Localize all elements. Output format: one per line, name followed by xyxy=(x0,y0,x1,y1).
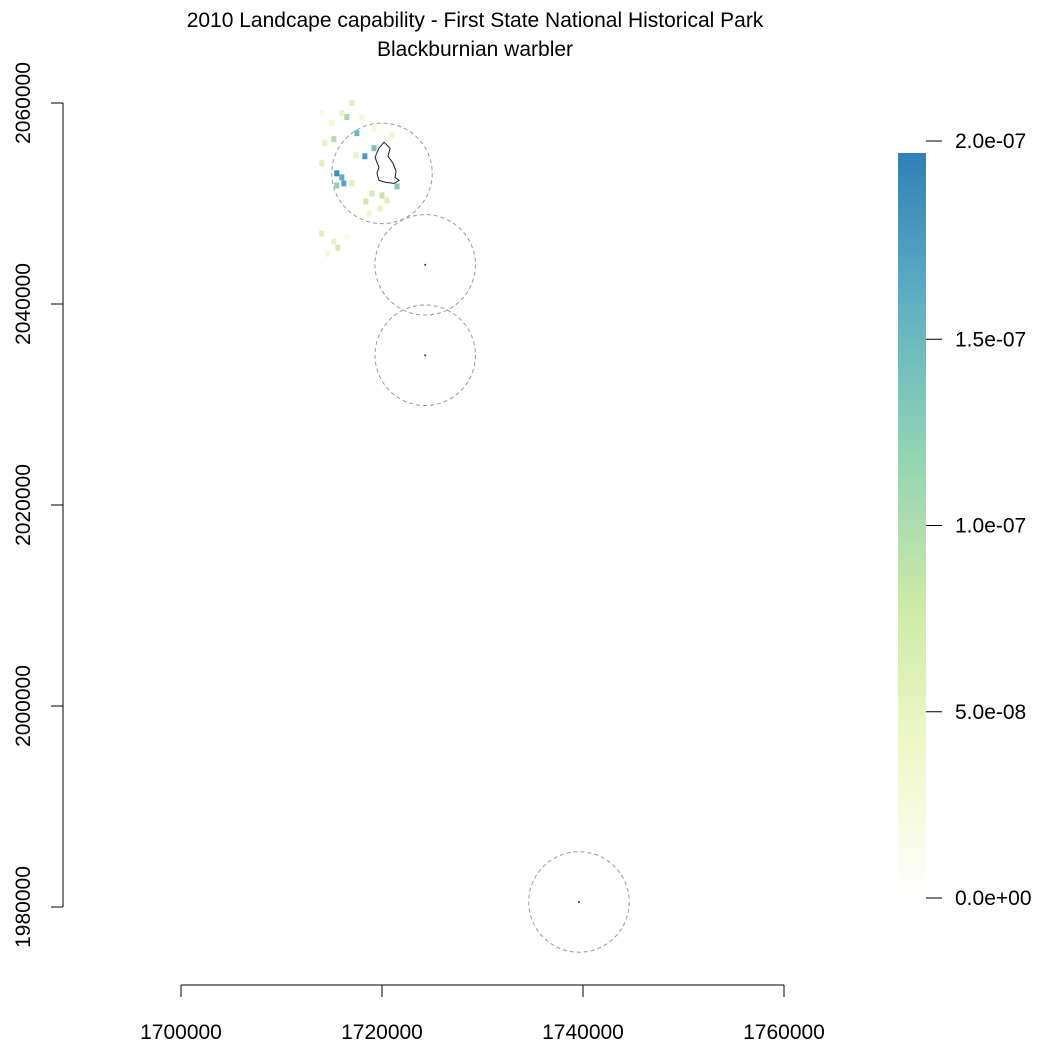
site-point xyxy=(424,263,427,266)
raster-cell xyxy=(335,244,341,251)
map-subtitle: Blackburnian warbler xyxy=(377,38,573,61)
legend-tick-label: 1.5e-07 xyxy=(955,328,1026,351)
raster-cell xyxy=(339,110,345,117)
site-point xyxy=(424,354,427,357)
x-tick-label: 1760000 xyxy=(743,1021,825,1044)
map-title: 2010 Landcape capability - First State N… xyxy=(187,9,764,32)
buffer-circle xyxy=(374,304,476,407)
raster-cell xyxy=(366,210,372,217)
legend-tick-label: 5.0e-08 xyxy=(955,701,1026,724)
raster-cell xyxy=(334,170,340,177)
raster-cell xyxy=(331,136,337,143)
raster-cell xyxy=(339,174,345,181)
raster-cell xyxy=(362,153,368,160)
x-tick-label: 1740000 xyxy=(542,1021,624,1044)
y-tick-label: 2000000 xyxy=(12,665,35,747)
raster-cell xyxy=(344,114,350,121)
raster-cell xyxy=(319,230,325,237)
raster-cell xyxy=(349,100,355,106)
site-markers xyxy=(424,263,580,903)
raster-cell xyxy=(379,192,385,199)
park-boundary xyxy=(374,141,400,184)
raster-cell xyxy=(331,238,337,245)
raster-cell xyxy=(319,110,325,117)
raster-cell xyxy=(389,132,395,139)
capability-raster xyxy=(319,100,400,257)
raster-cell xyxy=(319,160,325,167)
raster-cell xyxy=(341,180,347,187)
raster-cell xyxy=(344,233,350,240)
raster-cell xyxy=(377,205,383,212)
raster-cell xyxy=(394,183,400,190)
raster-cell xyxy=(354,130,360,137)
raster-cell xyxy=(369,190,375,197)
legend-color-bar xyxy=(898,153,926,898)
buffer-zones xyxy=(331,122,630,953)
raster-cell xyxy=(359,115,365,122)
raster-cell xyxy=(384,197,390,204)
color-legend: 0.0e+00 5.0e-08 1.0e-07 1.5e-07 2.0e-07 xyxy=(898,130,1032,910)
raster-cell xyxy=(334,182,340,189)
legend-tick-label: 0.0e+00 xyxy=(955,887,1032,910)
raster-cell xyxy=(353,152,359,159)
y-tick-label: 2040000 xyxy=(12,263,35,345)
y-tick-label: 2020000 xyxy=(12,464,35,546)
y-tick-label: 1980000 xyxy=(12,866,35,948)
x-tick-label: 1720000 xyxy=(341,1021,423,1044)
raster-cell xyxy=(322,140,328,147)
x-axis: 1700000 1720000 1740000 1760000 xyxy=(140,984,825,1044)
raster-cell xyxy=(325,250,331,257)
raster-cell xyxy=(371,145,377,152)
legend-tick-label: 1.0e-07 xyxy=(955,515,1026,538)
park-boundary-outline xyxy=(374,141,400,184)
buffer-circle xyxy=(374,214,476,316)
raster-cell xyxy=(371,126,377,133)
legend-tick-label: 2.0e-07 xyxy=(955,130,1026,153)
buffer-circle xyxy=(331,122,433,225)
buffer-circle xyxy=(528,851,630,953)
y-tick-label: 2060000 xyxy=(12,62,35,144)
y-axis: 1980000 2000000 2020000 2040000 2060000 xyxy=(12,62,64,948)
raster-cell xyxy=(329,120,335,127)
raster-cell xyxy=(363,198,369,205)
raster-cell xyxy=(349,180,355,187)
site-point xyxy=(577,900,580,903)
x-tick-label: 1700000 xyxy=(140,1021,222,1044)
